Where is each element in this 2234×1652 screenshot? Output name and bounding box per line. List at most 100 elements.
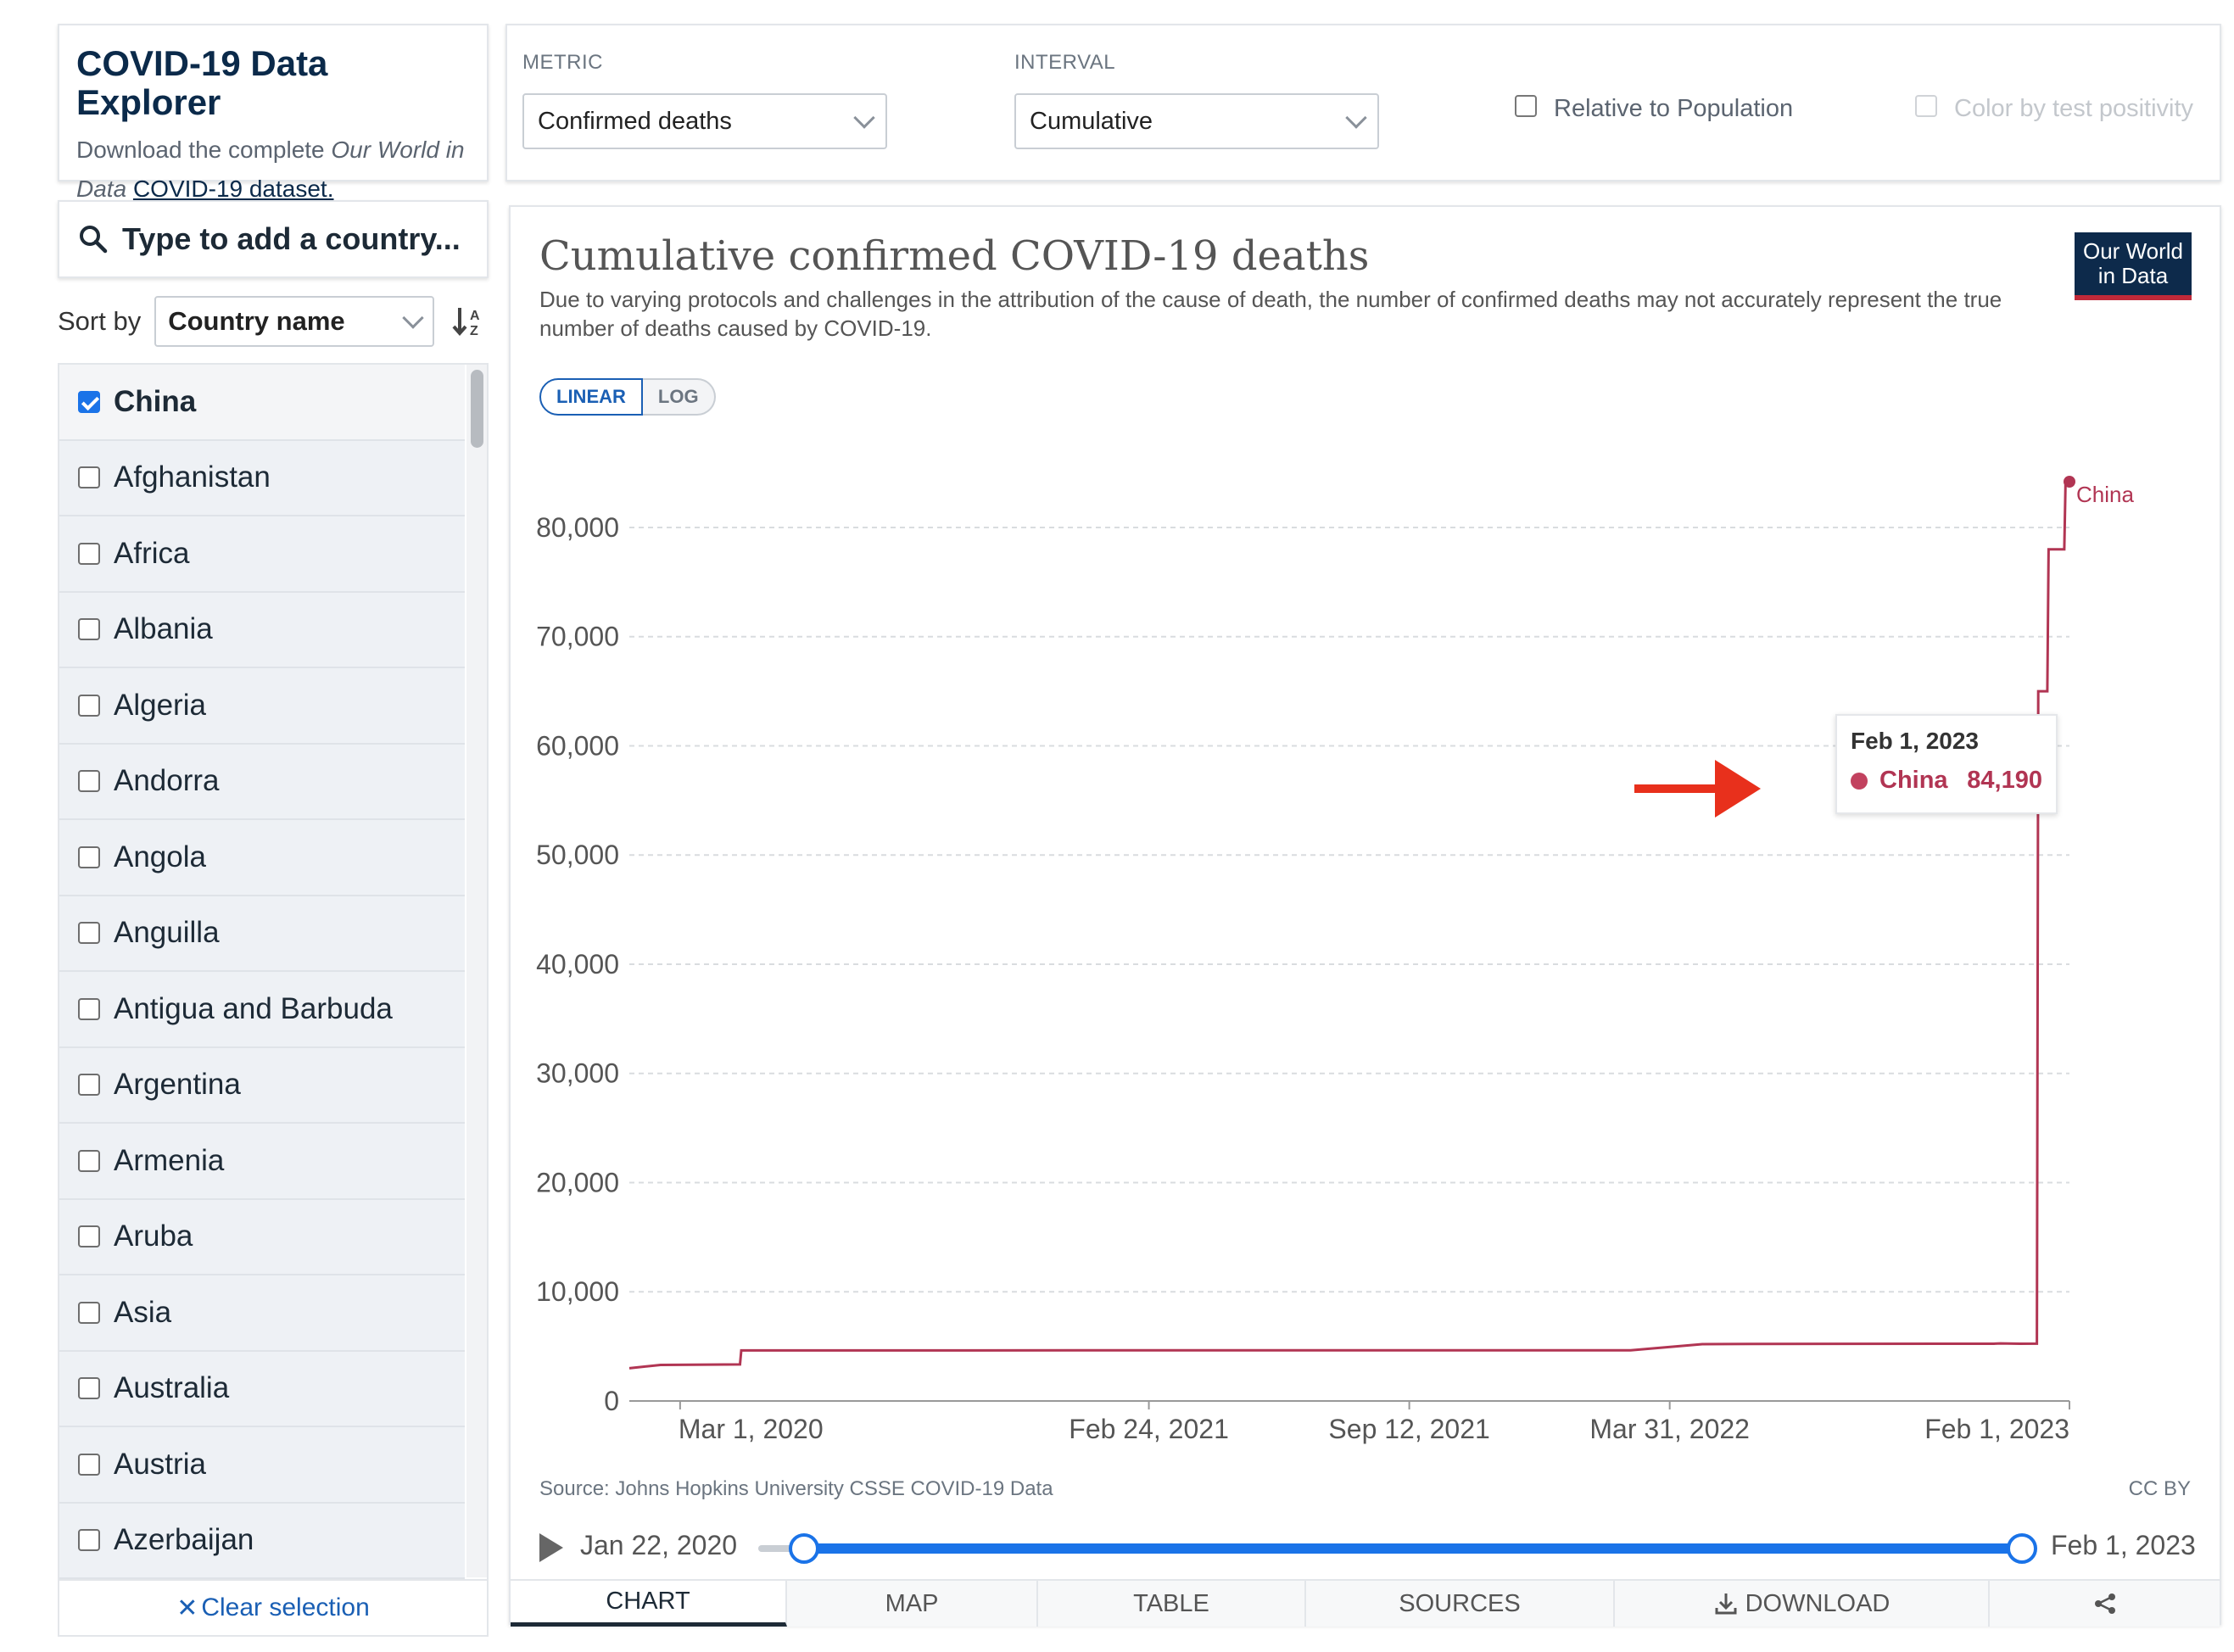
country-list: China Afghanistan Africa Albania Algeria Ando… bbox=[59, 365, 465, 1579]
relative-population-checkbox[interactable] bbox=[1515, 95, 1537, 117]
tab-download[interactable]: DOWNLOAD bbox=[1615, 1581, 1990, 1627]
country-list-item[interactable]: Anguilla bbox=[59, 896, 465, 972]
checkbox-checked[interactable] bbox=[78, 390, 100, 413]
country-list-item[interactable]: Argentina bbox=[59, 1047, 465, 1124]
tab-map[interactable]: MAP bbox=[787, 1581, 1038, 1627]
checkbox[interactable] bbox=[78, 997, 100, 1020]
x-tick-label: Feb 1, 2023 bbox=[1924, 1414, 2069, 1444]
y-tick-label: 80,000 bbox=[536, 512, 619, 543]
play-icon[interactable] bbox=[539, 1533, 563, 1562]
scrollbar-track[interactable] bbox=[466, 365, 487, 1577]
metric-value: Confirmed deaths bbox=[538, 107, 732, 135]
country-name: Angola bbox=[114, 840, 206, 873]
country-name: Armenia bbox=[114, 1143, 225, 1177]
checkbox[interactable] bbox=[78, 1453, 100, 1476]
sort-row: Sort by Country name A Z bbox=[58, 293, 489, 349]
share-button[interactable] bbox=[1990, 1581, 2220, 1627]
country-list-item[interactable]: Aruba bbox=[59, 1199, 465, 1275]
linear-scale-button[interactable]: LINEAR bbox=[539, 378, 643, 416]
country-list-item[interactable]: Andorra bbox=[59, 744, 465, 820]
checkbox[interactable] bbox=[78, 1149, 100, 1172]
sort-value: Country name bbox=[168, 306, 345, 336]
series-end-point[interactable] bbox=[2064, 476, 2075, 488]
country-list-item[interactable]: Antigua and Barbuda bbox=[59, 972, 465, 1048]
tab-chart[interactable]: CHART bbox=[511, 1581, 787, 1627]
country-list-item[interactable]: Afghanistan bbox=[59, 440, 465, 516]
timeline-start-handle[interactable] bbox=[789, 1533, 819, 1564]
country-list-item[interactable]: Algeria bbox=[59, 668, 465, 745]
checkbox[interactable] bbox=[78, 1225, 100, 1248]
tab-download-label: DOWNLOAD bbox=[1745, 1589, 1891, 1617]
country-list-item[interactable]: Angola bbox=[59, 820, 465, 896]
country-list-item[interactable]: Asia bbox=[59, 1275, 465, 1352]
country-name: Africa bbox=[114, 536, 190, 570]
line-chart: 0 10,000 20,000 30,000 40,000 50,000 60,000 70,… bbox=[536, 476, 2134, 1444]
timeline-track[interactable] bbox=[804, 1543, 2022, 1554]
country-search[interactable]: Type to add a country... bbox=[58, 200, 489, 278]
y-tick-label: 40,000 bbox=[536, 949, 619, 979]
metric-select[interactable]: Confirmed deaths bbox=[522, 93, 887, 149]
chart-source[interactable]: Source: Johns Hopkins University CSSE CO… bbox=[539, 1477, 1053, 1500]
gridlines bbox=[629, 526, 2069, 1293]
metric-label: METRIC bbox=[522, 51, 603, 74]
search-input[interactable]: Type to add a country... bbox=[122, 221, 461, 256]
timeline-end-date: Feb 1, 2023 bbox=[2051, 1530, 2196, 1560]
chart-license[interactable]: CC BY bbox=[2128, 1477, 2191, 1500]
logo-line-2: in Data bbox=[2097, 263, 2169, 288]
test-positivity-label: Color by test positivity bbox=[1954, 95, 2194, 122]
test-positivity-checkbox[interactable] bbox=[1915, 95, 1937, 117]
y-tick-label: 50,000 bbox=[536, 840, 619, 870]
checkbox[interactable] bbox=[78, 466, 100, 489]
checkbox[interactable] bbox=[78, 1301, 100, 1324]
checkbox[interactable] bbox=[78, 922, 100, 945]
country-list-panel: China Afghanistan Africa Albania Algeria Ando… bbox=[58, 363, 489, 1637]
series-line-china[interactable] bbox=[628, 480, 2069, 1370]
page-title: COVID-19 Data Explorer bbox=[76, 43, 328, 123]
chart-card: Cumulative confirmed COVID-19 deaths Due… bbox=[509, 205, 2221, 1627]
controls-card: METRIC Confirmed deaths INTERVAL Cumulat… bbox=[505, 24, 2221, 181]
chevron-down-icon bbox=[853, 107, 875, 129]
dataset-link[interactable]: COVID-19 dataset. bbox=[132, 176, 334, 203]
relative-population-label: Relative to Population bbox=[1554, 95, 1794, 122]
checkbox[interactable] bbox=[78, 846, 100, 868]
country-list-item[interactable]: Africa bbox=[59, 516, 465, 593]
sort-select[interactable]: Country name bbox=[154, 296, 435, 347]
x-tick-label: Mar 31, 2022 bbox=[1589, 1414, 1750, 1444]
checkbox[interactable] bbox=[78, 1529, 100, 1552]
checkbox[interactable] bbox=[78, 618, 100, 641]
scrollbar-thumb[interactable] bbox=[471, 370, 483, 448]
page-description: Download the complete Our World in Data … bbox=[76, 131, 470, 209]
checkbox[interactable] bbox=[78, 1377, 100, 1400]
y-tick-label: 20,000 bbox=[536, 1167, 619, 1197]
country-name: Afghanistan bbox=[114, 460, 271, 494]
checkbox[interactable] bbox=[78, 542, 100, 565]
timeline-end-handle[interactable] bbox=[2007, 1533, 2037, 1564]
country-list-item[interactable]: Armenia bbox=[59, 1124, 465, 1200]
title-card: COVID-19 Data Explorer Download the comp… bbox=[58, 24, 489, 202]
country-list-item[interactable]: Austria bbox=[59, 1427, 465, 1504]
tooltip-row: China 84,190 bbox=[1851, 767, 2042, 795]
country-list-item[interactable]: Azerbaijan bbox=[59, 1503, 465, 1579]
country-list-item[interactable]: Albania bbox=[59, 592, 465, 668]
checkbox[interactable] bbox=[78, 694, 100, 717]
tab-table[interactable]: TABLE bbox=[1038, 1581, 1306, 1627]
y-tick-label: 10,000 bbox=[536, 1276, 619, 1307]
series-lines: China bbox=[628, 476, 2134, 1370]
annotation-arrow bbox=[1634, 760, 1761, 818]
country-list-item[interactable]: Australia bbox=[59, 1351, 465, 1427]
tab-sources[interactable]: SOURCES bbox=[1306, 1581, 1615, 1627]
checkbox[interactable] bbox=[78, 1074, 100, 1097]
series-color-dot bbox=[1851, 772, 1868, 790]
y-tick-label: 0 bbox=[604, 1386, 619, 1416]
search-icon bbox=[80, 226, 108, 254]
clear-selection-button[interactable]: ✕ Clear selection bbox=[59, 1579, 487, 1635]
log-scale-button[interactable]: LOG bbox=[642, 378, 716, 416]
country-name: Asia bbox=[114, 1295, 172, 1329]
interval-select[interactable]: Cumulative bbox=[1014, 93, 1379, 149]
sort-direction-icon[interactable]: A Z bbox=[451, 304, 485, 338]
timeline-track-inactive[interactable] bbox=[758, 1545, 801, 1552]
country-list-item[interactable]: China bbox=[59, 365, 465, 441]
interval-label: INTERVAL bbox=[1014, 51, 1116, 74]
owid-logo[interactable]: Our World in Data bbox=[2075, 232, 2192, 300]
checkbox[interactable] bbox=[78, 770, 100, 793]
